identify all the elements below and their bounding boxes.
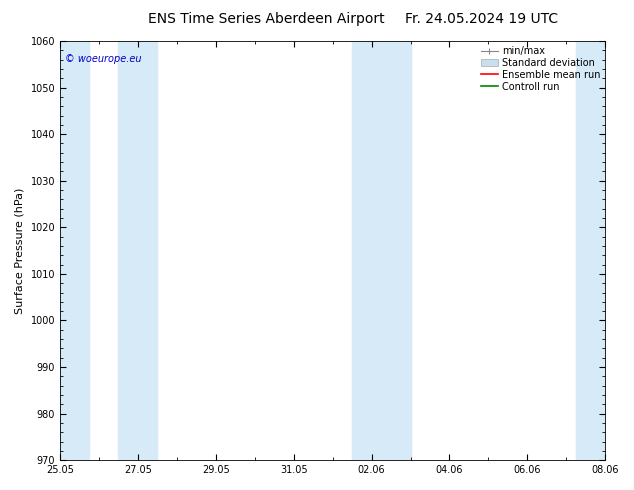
Text: ENS Time Series Aberdeen Airport: ENS Time Series Aberdeen Airport (148, 12, 385, 26)
Text: © woeurope.eu: © woeurope.eu (65, 53, 142, 64)
Bar (60, 41, 89, 460)
Text: Fr. 24.05.2024 19 UTC: Fr. 24.05.2024 19 UTC (405, 12, 559, 26)
Bar (352, 41, 411, 460)
Legend: min/max, Standard deviation, Ensemble mean run, Controll run: min/max, Standard deviation, Ensemble me… (479, 44, 602, 94)
Bar (576, 41, 605, 460)
Bar (119, 41, 157, 460)
Y-axis label: Surface Pressure (hPa): Surface Pressure (hPa) (15, 187, 25, 314)
